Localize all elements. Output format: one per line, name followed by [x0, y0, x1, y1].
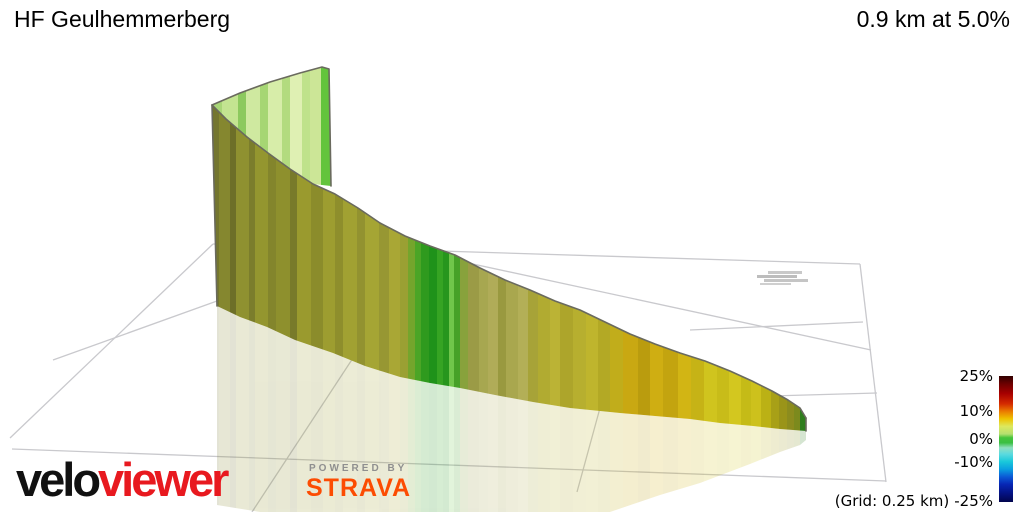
floor-marker: [757, 271, 808, 285]
legend-bottom-line: (Grid: 0.25 km) -25%: [835, 491, 993, 511]
powered-by-label: POWERED BY: [309, 463, 408, 474]
veloviewer-logo-viewer: viewer: [98, 453, 229, 506]
legend-label-10: 10%: [959, 402, 993, 420]
legend-label-25: 25%: [959, 367, 993, 385]
legend-label-neg10: -10%: [954, 453, 993, 471]
grid-note: (Grid: 0.25 km): [834, 492, 950, 510]
page-title: HF Geulhemmerberg: [14, 6, 231, 32]
climb-stats: 0.9 km at 5.0%: [856, 6, 1010, 32]
legend-label-0: 0%: [969, 430, 993, 448]
legend-label-neg25: -25%: [954, 492, 993, 510]
strava-logo[interactable]: STRAVA: [306, 474, 412, 502]
veloviewer-logo-velo: velo: [16, 453, 101, 506]
ribbon-outline: [211, 66, 807, 432]
veloviewer-logo[interactable]: veloviewer: [16, 453, 229, 506]
gradient-legend-bar: [999, 376, 1013, 502]
